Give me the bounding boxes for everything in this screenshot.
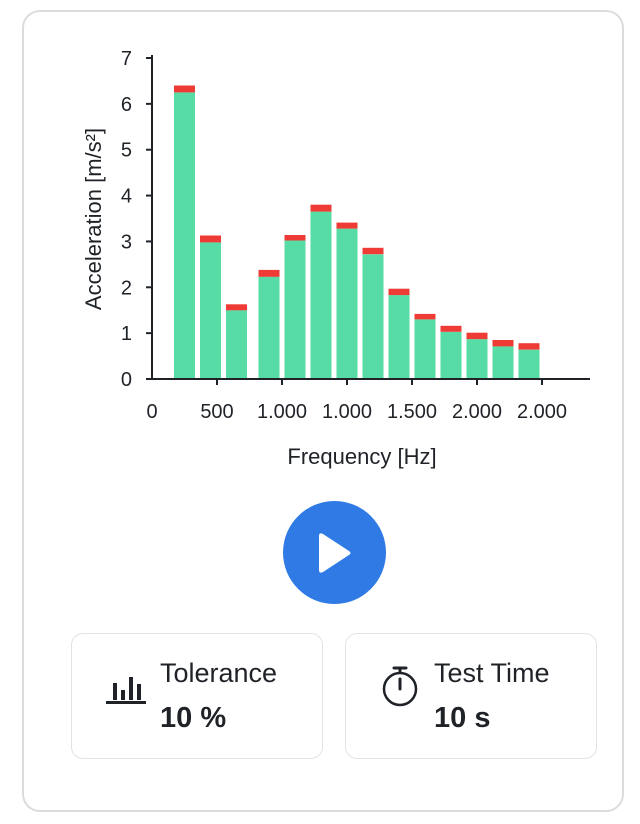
tolerance-label: Tolerance [160,658,278,688]
bar-10 [414,319,436,379]
x-tick-label: 1.500 [387,401,437,423]
bar-12 [466,339,488,379]
x-tick-label: 500 [200,401,233,423]
x-tick-label: 1.000 [257,401,307,423]
bar-7 [336,228,358,379]
tolerance-value: 10 % [160,702,227,734]
play-icon [318,532,350,573]
bar-1 [174,92,195,380]
bar-cap-6 [310,204,332,212]
acceleration-spectrum-chart: 0 1 2 3 4 5 6 7 0 500 1.000 1.000 1.500 2.000 2.000 Ac… [81,48,590,469]
y-tick-label: 2 [121,277,132,299]
y-tick-label: 0 [121,369,132,391]
bar-13 [492,346,514,379]
bar-cap-11 [440,325,462,332]
bar-14 [518,349,540,379]
bar-chart-icon [106,677,146,704]
test-time-label: Test Time [434,658,550,688]
bar-9 [388,295,410,379]
bar-11 [440,331,462,379]
bar-cap-2 [200,235,221,243]
y-tick-label: 5 [121,140,132,162]
bar-cap-9 [388,288,410,296]
bar-cap-4 [258,269,280,277]
chart-axes: 0 1 2 3 4 5 6 7 0 500 1.000 1.000 1.500 2.000 2.000 [121,48,590,423]
y-tick-label: 1 [121,323,132,345]
x-tick-label: 2.000 [517,401,567,423]
x-tick-label: 0 [146,401,157,423]
x-tick-label: 1.000 [322,401,372,423]
tolerance-card[interactable]: Tolerance 10 % [71,633,323,759]
play-button[interactable] [283,501,386,604]
bar-8 [362,254,384,379]
bar-cap-13 [492,340,514,347]
bar-6 [310,211,332,379]
bar-cap-14 [518,343,540,350]
test-time-card[interactable]: Test Time 10 s [345,633,597,759]
bar-cap-12 [466,332,488,340]
chart-bars [174,85,540,380]
bar-cap-1 [174,85,195,93]
bar-cap-7 [336,222,358,229]
y-tick-label: 6 [121,94,132,116]
stopwatch-icon [382,666,418,707]
x-tick-label: 2.000 [452,401,502,423]
test-time-value: 10 s [434,702,491,734]
bar-cap-8 [362,247,384,255]
x-axis-title: Frequency [Hz] [287,444,436,469]
bar-5 [284,240,306,379]
bar-cap-10 [414,313,436,320]
y-tick-label: 7 [121,48,132,70]
y-axis-title: Acceleration [m/s²] [81,128,106,310]
bar-cap-3 [226,304,247,311]
bar-2 [200,242,221,379]
bar-cap-5 [284,235,306,241]
y-tick-label: 4 [121,186,132,208]
bar-4 [258,276,280,379]
bar-3 [226,310,247,379]
y-tick-label: 3 [121,231,132,253]
